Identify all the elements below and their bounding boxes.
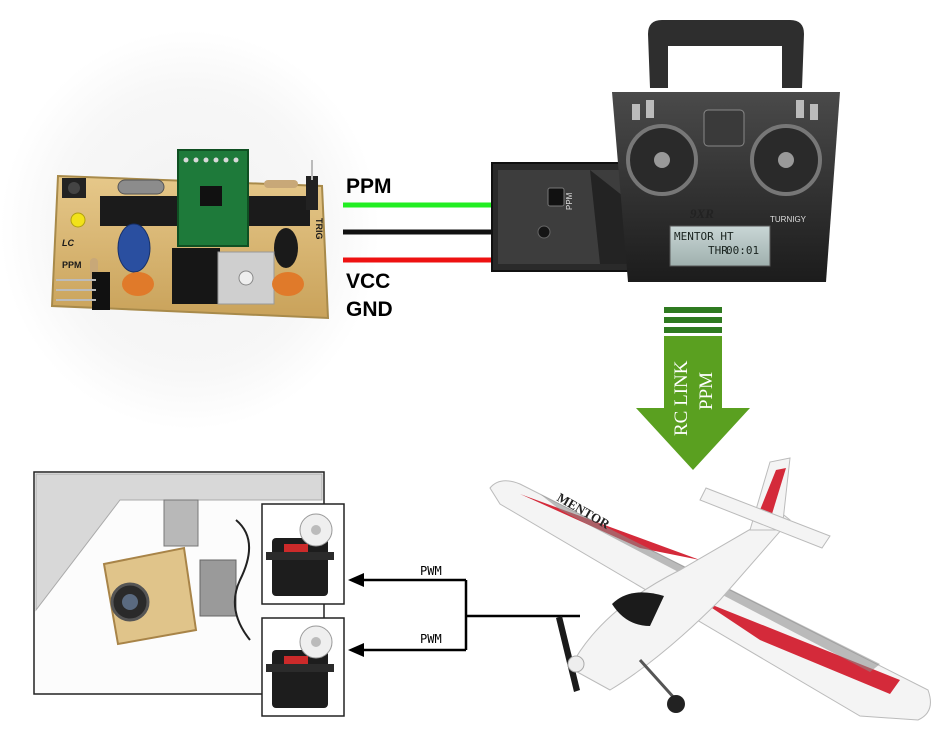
voltage-regulator bbox=[172, 248, 220, 304]
lcd-throttle-label: THR bbox=[708, 244, 728, 257]
ceramic-capacitor-left bbox=[122, 272, 154, 296]
signal-bar bbox=[664, 327, 722, 333]
transmitter-port-inset: PPM bbox=[491, 162, 635, 272]
servo-label bbox=[284, 656, 308, 664]
board-trig-label: TRIG bbox=[314, 218, 324, 240]
wire-bundle: PPM VCC GND bbox=[343, 175, 492, 321]
pwm-arrowhead-top bbox=[348, 573, 364, 587]
toggle-switch bbox=[646, 100, 654, 118]
blue-capacitor bbox=[117, 223, 151, 273]
servo-horn-hub bbox=[311, 637, 321, 647]
trig-header bbox=[306, 176, 318, 210]
signal-bar bbox=[664, 307, 722, 313]
yellow-led bbox=[70, 212, 86, 228]
tilt-bracket bbox=[199, 559, 237, 617]
propeller bbox=[556, 616, 580, 692]
toggle-switch bbox=[632, 104, 640, 120]
pin-header bbox=[92, 272, 110, 310]
heatsink-hole bbox=[238, 270, 254, 286]
camera-wire bbox=[233, 519, 251, 641]
lcd-timer: 00:01 bbox=[726, 244, 759, 257]
servo-horn-hub bbox=[311, 525, 321, 535]
pwm-label-bottom: PWM bbox=[420, 632, 442, 646]
toggle-switch bbox=[810, 104, 818, 120]
ceramic-capacitor-right bbox=[272, 272, 304, 296]
trim-center bbox=[703, 109, 745, 147]
lens-glass bbox=[122, 594, 138, 610]
lcd-model-name: MENTOR HT bbox=[674, 230, 734, 243]
inset-edge bbox=[590, 170, 628, 264]
pwm-label-top: PWM bbox=[420, 564, 442, 578]
servo-bottom bbox=[261, 617, 345, 717]
transmitter-brand: TURNIGY bbox=[770, 215, 807, 224]
landing-gear bbox=[638, 658, 678, 702]
servo-top bbox=[261, 503, 345, 605]
ppm-encoder-board: PPM LC TRIG bbox=[0, 30, 380, 430]
model-badge: 9XR bbox=[690, 206, 714, 221]
spinner bbox=[567, 655, 585, 673]
pan-servo-bracket bbox=[163, 499, 199, 547]
left-stick bbox=[654, 152, 670, 168]
servo-tab bbox=[266, 552, 334, 560]
resistor bbox=[264, 180, 298, 188]
ppm-wire-label: PPM bbox=[346, 175, 392, 198]
rc-transmitter: 9XR TURNIGY MENTOR HT THR 00:01 bbox=[612, 20, 840, 282]
port-screw bbox=[537, 225, 551, 239]
down-arrow-icon bbox=[636, 336, 750, 470]
rc-link-ppm-label: PPM bbox=[696, 372, 717, 410]
gnd-wire-label: GND bbox=[346, 298, 393, 321]
rc-airplane: MENTOR bbox=[489, 457, 931, 721]
lcd-screen bbox=[669, 225, 771, 267]
servo-label bbox=[284, 544, 308, 552]
port-ppm-label: PPM bbox=[565, 192, 574, 210]
button-cap bbox=[68, 182, 80, 194]
toggle-switch bbox=[796, 100, 804, 118]
rc-link-arrow: RC LINK PPM bbox=[636, 307, 750, 470]
servo-tab bbox=[266, 664, 334, 672]
green-radio-module bbox=[177, 149, 249, 247]
wing-stripe bbox=[700, 600, 900, 694]
horizontal-stabilizer bbox=[699, 487, 831, 549]
right-stick bbox=[778, 152, 794, 168]
board-brand-label: LC bbox=[62, 238, 74, 248]
board-ppm-label: PPM bbox=[62, 260, 82, 270]
wheel bbox=[667, 695, 685, 713]
crystal bbox=[117, 179, 165, 195]
canopy bbox=[612, 592, 664, 626]
transmitter-handle bbox=[648, 20, 804, 88]
pwm-arrowhead-bottom bbox=[348, 643, 364, 657]
vcc-wire-label: VCC bbox=[346, 270, 390, 293]
mount-plate bbox=[35, 473, 323, 612]
signal-bar bbox=[664, 317, 722, 323]
black-capacitor bbox=[274, 228, 298, 268]
ppm-port-socket bbox=[547, 187, 565, 207]
pwm-connections: PWM PWM bbox=[348, 563, 580, 657]
fin-stripe bbox=[760, 468, 786, 514]
rc-link-label: RC LINK bbox=[671, 360, 692, 436]
fuselage bbox=[569, 511, 791, 691]
